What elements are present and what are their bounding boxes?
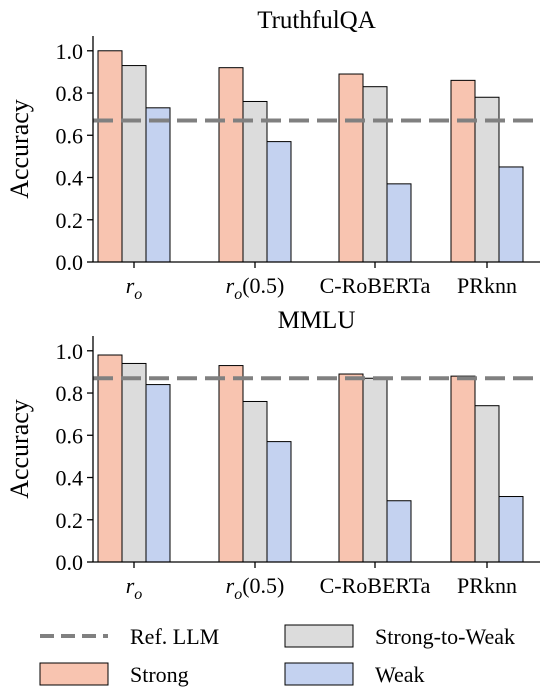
- y-tick-label: 0.2: [56, 508, 84, 533]
- bar-weak-2: [386, 183, 412, 263]
- bar-strong-to-weak-3: [474, 96, 500, 263]
- bar-strong-0: [97, 354, 123, 563]
- bar-strong-to-weak-1: [242, 400, 268, 563]
- bar-strong-to-weak-0: [121, 362, 147, 563]
- bar-strong-1: [218, 67, 244, 263]
- y-tick-label: 0.4: [56, 166, 84, 191]
- legend-swatch-strong: [39, 662, 109, 686]
- bar-weak-3: [498, 496, 524, 563]
- y-tick-label: 1.0: [56, 339, 84, 364]
- bar-strong-2: [338, 373, 364, 563]
- bar-weak-1: [266, 441, 292, 563]
- legend: Ref. LLM Strong-to-Weak Strong Weak: [39, 624, 515, 687]
- bar-strong-to-weak-0: [121, 65, 147, 263]
- bar-strong-to-weak-2: [362, 377, 388, 563]
- legend-label-ref-llm: Ref. LLM: [130, 624, 219, 649]
- bar-strong-3: [450, 375, 476, 563]
- x-tick-label: C-RoBERTa: [320, 573, 431, 598]
- bar-strong-to-weak-2: [362, 86, 388, 263]
- legend-swatch-weak: [284, 662, 354, 686]
- legend-label-weak: Weak: [375, 662, 425, 687]
- chart-panel-mmlu: MMLU Accuracy 0.0 0.2 0.4 0.6 0.8 1.0 ro ro(0.5) C…: [5, 307, 540, 603]
- bar-weak-0: [145, 107, 171, 263]
- legend-label-strong-to-weak: Strong-to-Weak: [375, 624, 515, 649]
- bar-weak-2: [386, 500, 412, 563]
- y-tick-label: 0.0: [56, 550, 84, 575]
- x-tick-label: ro: [126, 573, 143, 603]
- bar-strong-3: [450, 79, 476, 263]
- y-tick-label: 0.4: [56, 466, 84, 491]
- chart-title: TruthfulQA: [257, 7, 376, 34]
- bar-weak-3: [498, 166, 524, 263]
- y-tick-label: 0.6: [56, 123, 84, 148]
- y-tick-label: 0.6: [56, 423, 84, 448]
- x-tick-label: C-RoBERTa: [320, 273, 431, 298]
- y-tick-label: 0.2: [56, 208, 84, 233]
- x-tick-label: PRknn: [457, 573, 517, 598]
- y-axis-label: Accuracy: [5, 399, 34, 499]
- x-tick-label: PRknn: [457, 273, 517, 298]
- legend-label-strong: Strong: [130, 662, 189, 687]
- chart-title: MMLU: [278, 307, 356, 334]
- y-tick-label: 0.8: [56, 381, 84, 406]
- x-tick-label: ro: [126, 273, 143, 303]
- x-tick-label: ro(0.5): [226, 273, 285, 303]
- y-tick-label: 0.0: [56, 250, 84, 275]
- bar-strong-2: [338, 73, 364, 263]
- bar-weak-0: [145, 384, 171, 563]
- bar-strong-1: [218, 365, 244, 563]
- legend-swatch-strong-to-weak: [284, 624, 354, 648]
- y-tick-label: 0.8: [56, 81, 84, 106]
- bar-strong-0: [97, 50, 123, 263]
- y-axis-label: Accuracy: [5, 99, 34, 199]
- y-tick-label: 1.0: [56, 39, 84, 64]
- bar-weak-1: [266, 141, 292, 263]
- bar-strong-to-weak-1: [242, 100, 268, 263]
- chart-panel-truthfulqa: TruthfulQA Accuracy 0.0 0.2 0.4 0.6 0.8 1.0 ro ro…: [5, 7, 540, 303]
- x-tick-label: ro(0.5): [226, 573, 285, 603]
- bar-strong-to-weak-3: [474, 405, 500, 563]
